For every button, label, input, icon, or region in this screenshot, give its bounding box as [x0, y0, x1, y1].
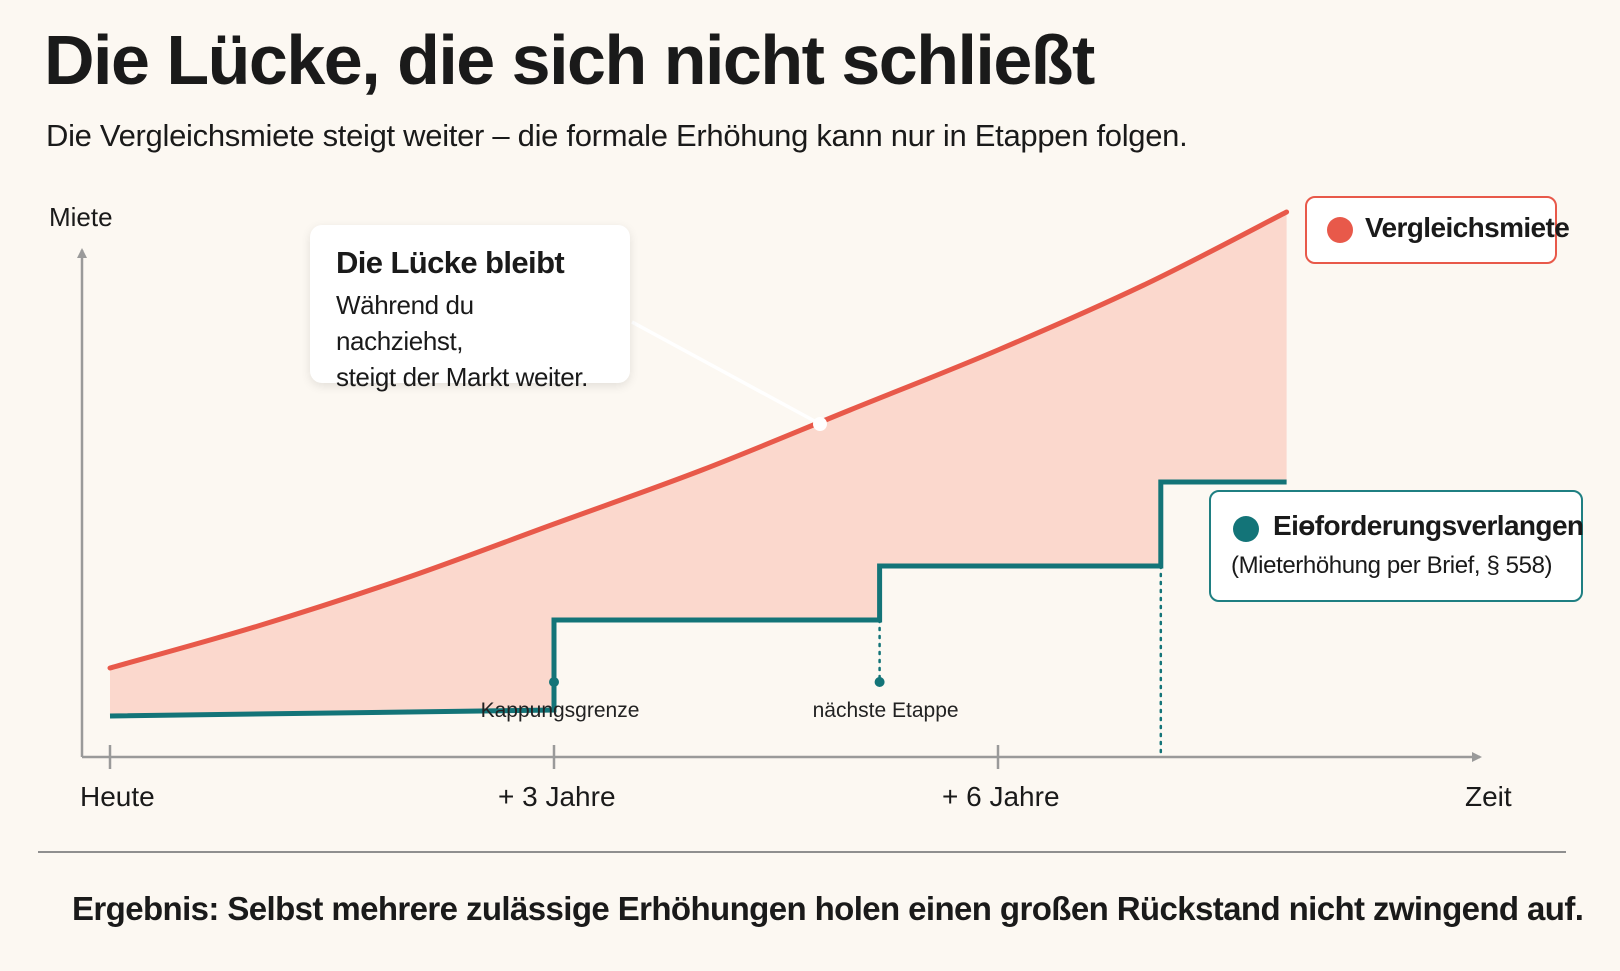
footer-conclusion: Ergebnis: Selbst mehrere zulässige Erhöh… [72, 890, 1584, 927]
legend-label-erhoehungsverlangen: Eiɵforderungsverlangen [1273, 510, 1584, 541]
legend-dot-red [1327, 217, 1353, 243]
x-tick-label-2: + 3 Jahre [498, 781, 616, 812]
annotation-callout: Die Lücke bleibt Während du nachziehst, … [310, 225, 630, 392]
legend-sublabel-erhoehungsverlangen: (Mieterhöhung per Brief, § 558) [1231, 552, 1553, 579]
x-axis-label: Zeit [1465, 781, 1512, 812]
legend-dot-teal [1233, 516, 1259, 542]
y-axis-label: Miete [49, 202, 113, 232]
gap-area [110, 212, 1287, 716]
annotation-dot [813, 417, 827, 431]
marker-label-2: nächste Etappe [813, 699, 959, 722]
marker-label-1: Kappungsgrenze [481, 699, 640, 722]
annotation-title: Die Lücke bleibt [336, 245, 565, 280]
chart-subtitle: Die Vergleichsmiete steigt weiter – die … [46, 118, 1188, 153]
series-line-erhoehungsverlangen [109, 479, 1287, 719]
footer-divider [38, 851, 1566, 853]
annotation-text: Während du nachziehst, steigt der Markt … [336, 287, 604, 395]
x-tick-label-3: + 6 Jahre [942, 781, 1060, 812]
legend-erhoehungsverlangen: Eiɵforderungsverlangen (Mieterhöhung per… [1209, 490, 1584, 602]
x-tick-label-1: Heute [80, 781, 155, 812]
annotation-line-1: Während du nachziehst, [336, 290, 474, 356]
series-line-vergleichsmiete [107, 209, 1290, 671]
annotation-connector [631, 320, 821, 426]
marker-dot-2 [874, 677, 885, 687]
annotation-line-2: steigt der Markt weiter. [336, 362, 588, 392]
legend-label-vergleichsmiete: Vergleichsmiete [1365, 212, 1570, 243]
legend-vergleichsmiete: Vergleichsmiete [1305, 196, 1570, 264]
chart-title: Die Lücke, die sich nicht schließt [44, 21, 1095, 99]
